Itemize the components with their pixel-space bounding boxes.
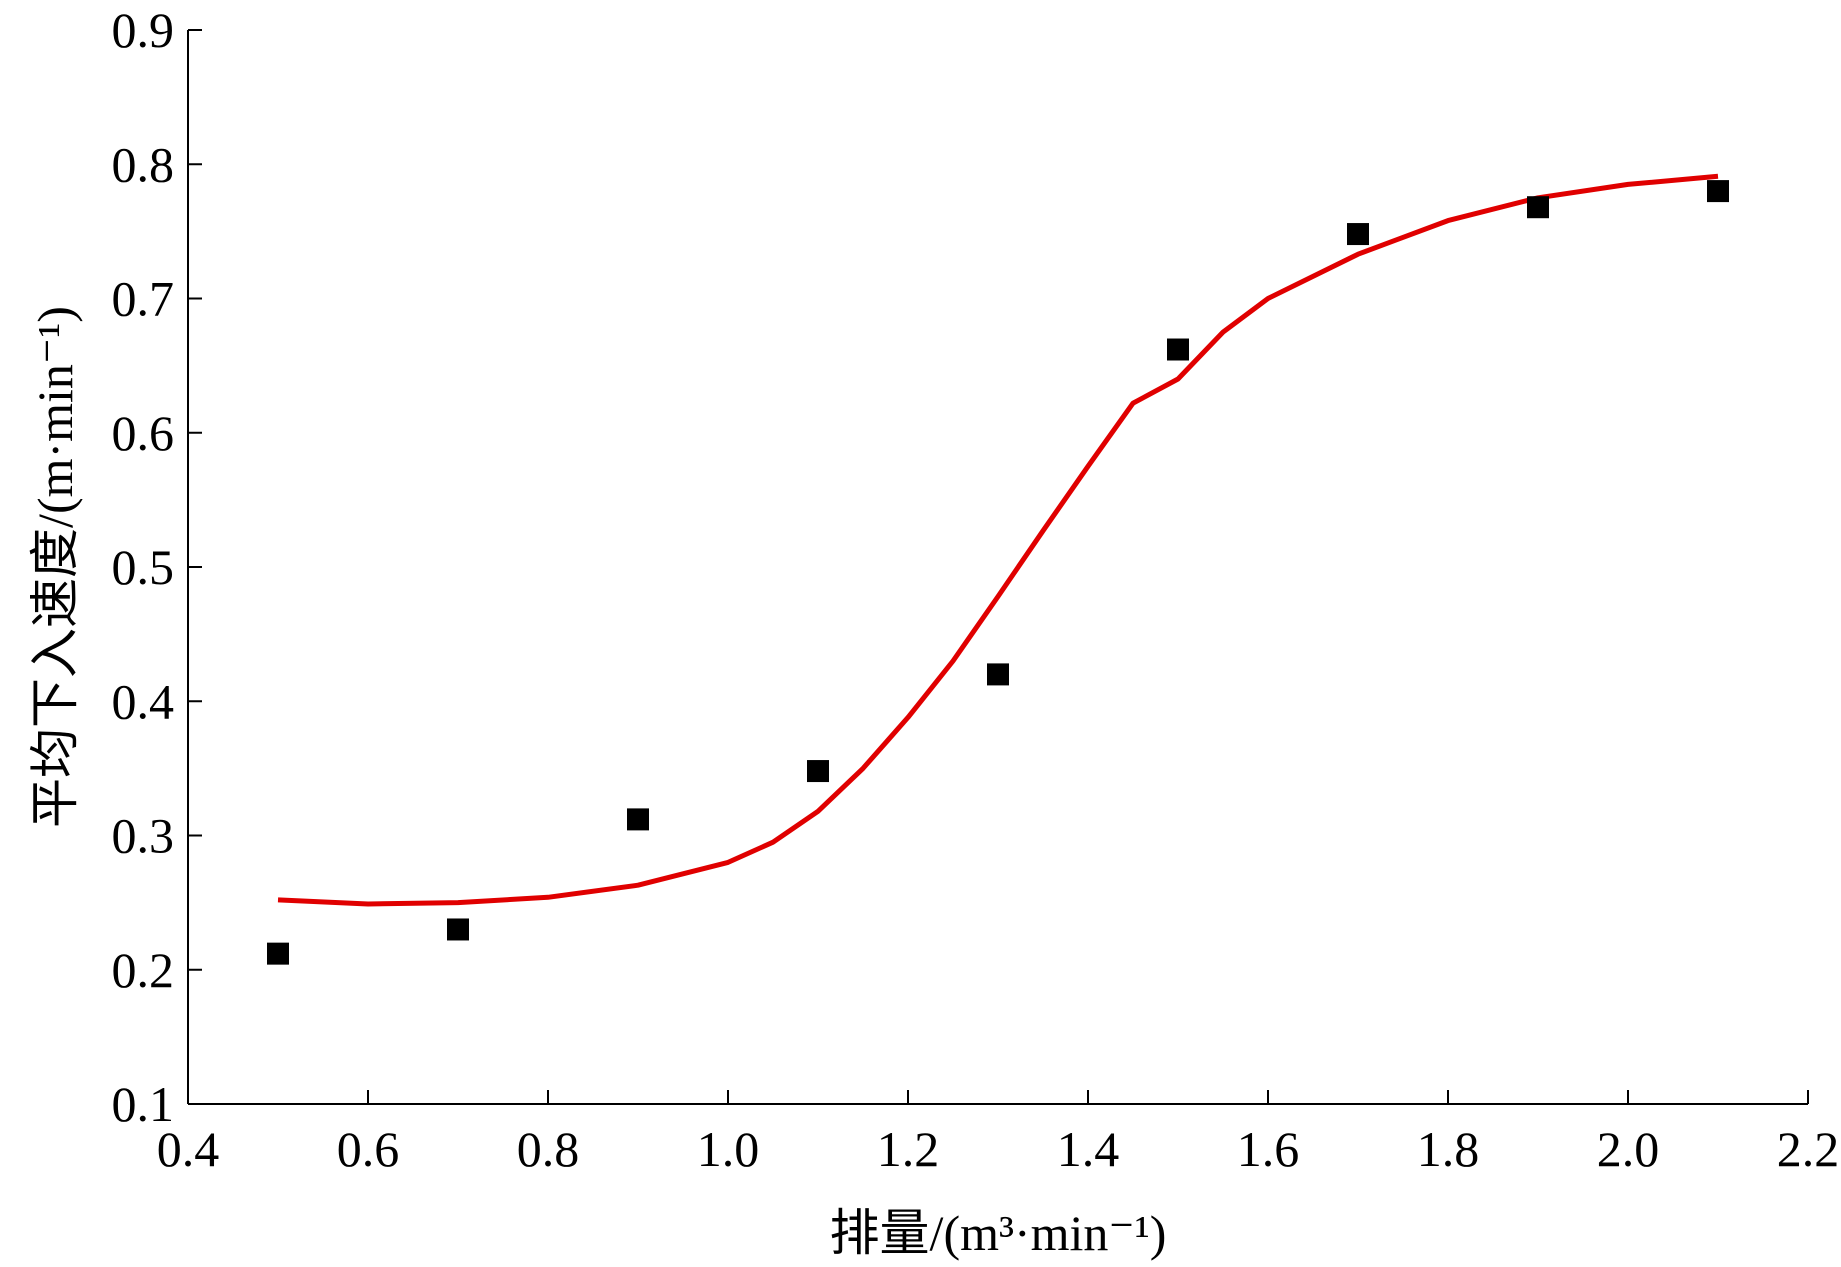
- data-point-marker: [987, 663, 1009, 686]
- data-markers: [267, 180, 1729, 965]
- data-point-marker: [627, 808, 649, 831]
- x-tick-label: 1.8: [1417, 1121, 1480, 1177]
- x-tick-label: 2.2: [1777, 1121, 1840, 1177]
- x-tick-label: 0.8: [517, 1121, 580, 1177]
- x-tick-label: 1.0: [697, 1121, 760, 1177]
- y-axis-title: 平均下入速度/(m·min⁻¹): [27, 306, 83, 828]
- data-point-marker: [447, 918, 469, 941]
- y-tick-label: 0.4: [112, 673, 175, 729]
- data-point-marker: [1527, 196, 1549, 219]
- x-tick-label: 1.4: [1057, 1121, 1120, 1177]
- y-tick-label: 0.8: [112, 136, 175, 192]
- fit-curve: [277, 173, 1719, 907]
- data-point-marker: [1167, 338, 1189, 361]
- data-point-marker: [1347, 223, 1369, 246]
- y-tick-label: 0.1: [112, 1076, 175, 1132]
- x-tick-label: 2.0: [1597, 1121, 1660, 1177]
- x-tick-label: 1.2: [877, 1121, 940, 1177]
- y-tick-label: 0.9: [112, 2, 175, 58]
- y-tick-label: 0.6: [112, 405, 175, 461]
- y-tick-label: 0.2: [112, 942, 175, 998]
- axes: [187, 30, 1808, 1105]
- x-tick-label: 1.6: [1237, 1121, 1300, 1177]
- fit-curve-group: [277, 173, 1719, 907]
- data-point-marker: [1707, 180, 1729, 203]
- y-ticks: 0.1 0.2 0.3 0.4 0.5 0.6 0.7 0.8 0.9: [112, 2, 202, 1132]
- x-axis-title: 排量/(m³·min⁻¹): [830, 1205, 1167, 1261]
- data-point-marker: [807, 760, 829, 783]
- x-ticks: 0.4 0.6 0.8 1.0 1.2 1.4 1.6 1.8 2.0 2.2: [157, 1090, 1840, 1177]
- x-tick-label: 0.4: [157, 1121, 220, 1177]
- y-tick-label: 0.5: [112, 539, 175, 595]
- x-tick-label: 0.6: [337, 1121, 400, 1177]
- y-tick-label: 0.7: [112, 271, 175, 327]
- y-tick-label: 0.3: [112, 808, 175, 864]
- data-point-marker: [267, 942, 289, 965]
